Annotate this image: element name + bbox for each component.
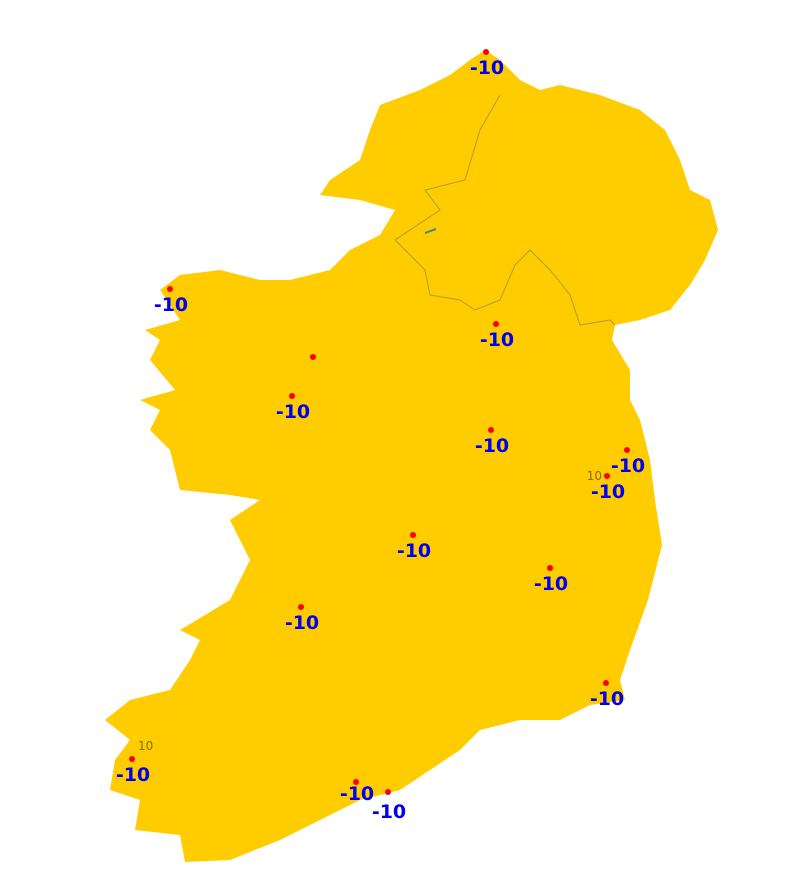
station-value-label: -10	[116, 764, 150, 786]
station-secondary-label: 10	[138, 739, 153, 753]
station-secondary-label: 10	[587, 469, 602, 483]
station-value-label: -10	[475, 435, 509, 457]
station-marker[interactable]	[385, 789, 391, 795]
station-marker[interactable]	[289, 393, 295, 399]
station-value-label: -10	[276, 401, 310, 423]
station-marker[interactable]	[488, 427, 494, 433]
station-value-label: -10	[372, 801, 406, 823]
station-marker[interactable]	[604, 473, 610, 479]
station-marker[interactable]	[603, 680, 609, 686]
station-value-label: -10	[590, 688, 624, 710]
northern-ireland-border	[394, 94, 616, 326]
station-marker[interactable]	[310, 354, 316, 360]
station-value-label: -10	[611, 455, 645, 477]
station-value-label: -10	[154, 294, 188, 316]
station-value-label: -10	[480, 329, 514, 351]
station-marker[interactable]	[167, 286, 173, 292]
station-value-label: -10	[397, 540, 431, 562]
station-marker[interactable]	[410, 532, 416, 538]
station-marker[interactable]	[298, 604, 304, 610]
station-marker[interactable]	[483, 49, 489, 55]
ireland-landmass	[105, 50, 718, 862]
station-value-label: -10	[285, 612, 319, 634]
station-marker[interactable]	[624, 447, 630, 453]
station-value-label: -10	[591, 481, 625, 503]
station-marker[interactable]	[353, 779, 359, 785]
lough-marker	[424, 228, 437, 234]
station-marker[interactable]	[493, 321, 499, 327]
station-value-label: -10	[534, 573, 568, 595]
station-value-label: -10	[470, 57, 504, 79]
station-marker[interactable]	[547, 565, 553, 571]
station-value-label: -10	[340, 783, 374, 805]
station-marker[interactable]	[129, 756, 135, 762]
